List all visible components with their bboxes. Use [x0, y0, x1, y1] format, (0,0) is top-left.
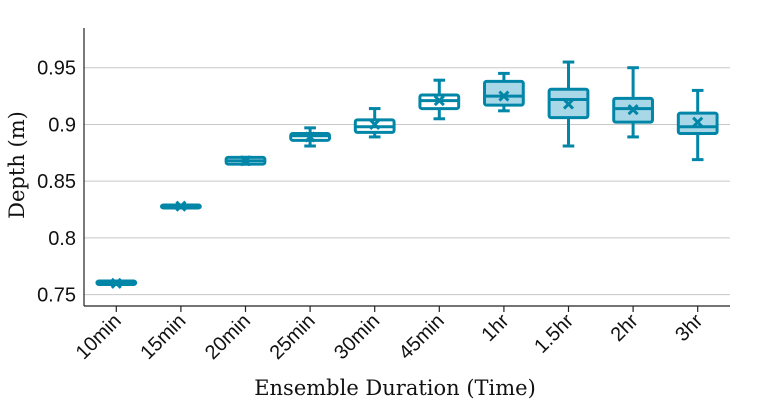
y-tick-label: 0.8: [48, 228, 76, 250]
box-2hr: [612, 66, 654, 139]
box-series: [95, 60, 719, 289]
mean-marker: [692, 116, 704, 128]
x-tick-label: 45min: [395, 310, 449, 364]
mean-marker: [304, 131, 316, 143]
mean-marker: [239, 155, 252, 167]
box-1hr: [483, 71, 525, 113]
box-iqr: [483, 79, 525, 107]
mean-marker: [369, 118, 381, 131]
box-20min: [224, 155, 267, 167]
mean-marker: [562, 98, 575, 110]
y-axis-title: Depth (m): [5, 111, 29, 219]
mean-marker: [498, 90, 510, 102]
x-tick-label: 30min: [330, 310, 384, 364]
x-tick-label: 1hr: [477, 310, 513, 346]
y-tick-label: 0.9: [48, 114, 76, 136]
y-tick-label: 0.75: [37, 285, 76, 307]
box-25min: [289, 126, 331, 148]
x-tick-label: 20min: [201, 310, 255, 364]
x-tick-label: 25min: [266, 310, 320, 364]
box-45min: [418, 78, 461, 121]
x-tick-label: 15min: [136, 310, 190, 364]
axes: [83, 28, 730, 312]
box-15min: [160, 200, 202, 212]
mean-marker: [175, 200, 187, 212]
x-tick-label: 1.5hr: [530, 310, 578, 358]
mean-marker: [110, 277, 122, 289]
grid-lines: [84, 67, 730, 296]
mean-marker: [433, 95, 445, 107]
box-10min: [95, 277, 138, 289]
x-axis-title: Ensemble Duration (Time): [254, 376, 536, 400]
x-tick-label: 3hr: [671, 310, 707, 346]
box-1.5hr: [547, 60, 590, 148]
tick-labels: 0.75 0.8 0.85 0.9 0.95 10min 15min 20min 25min 30…: [37, 58, 707, 364]
x-tick-label: 10min: [72, 310, 126, 364]
y-tick-label: 0.95: [37, 58, 76, 80]
mean-marker: [627, 104, 639, 116]
y-tick-label: 0.85: [37, 171, 76, 193]
box-3hr: [676, 88, 719, 162]
box-30min: [353, 107, 396, 139]
x-tick-label: 2hr: [607, 310, 643, 346]
